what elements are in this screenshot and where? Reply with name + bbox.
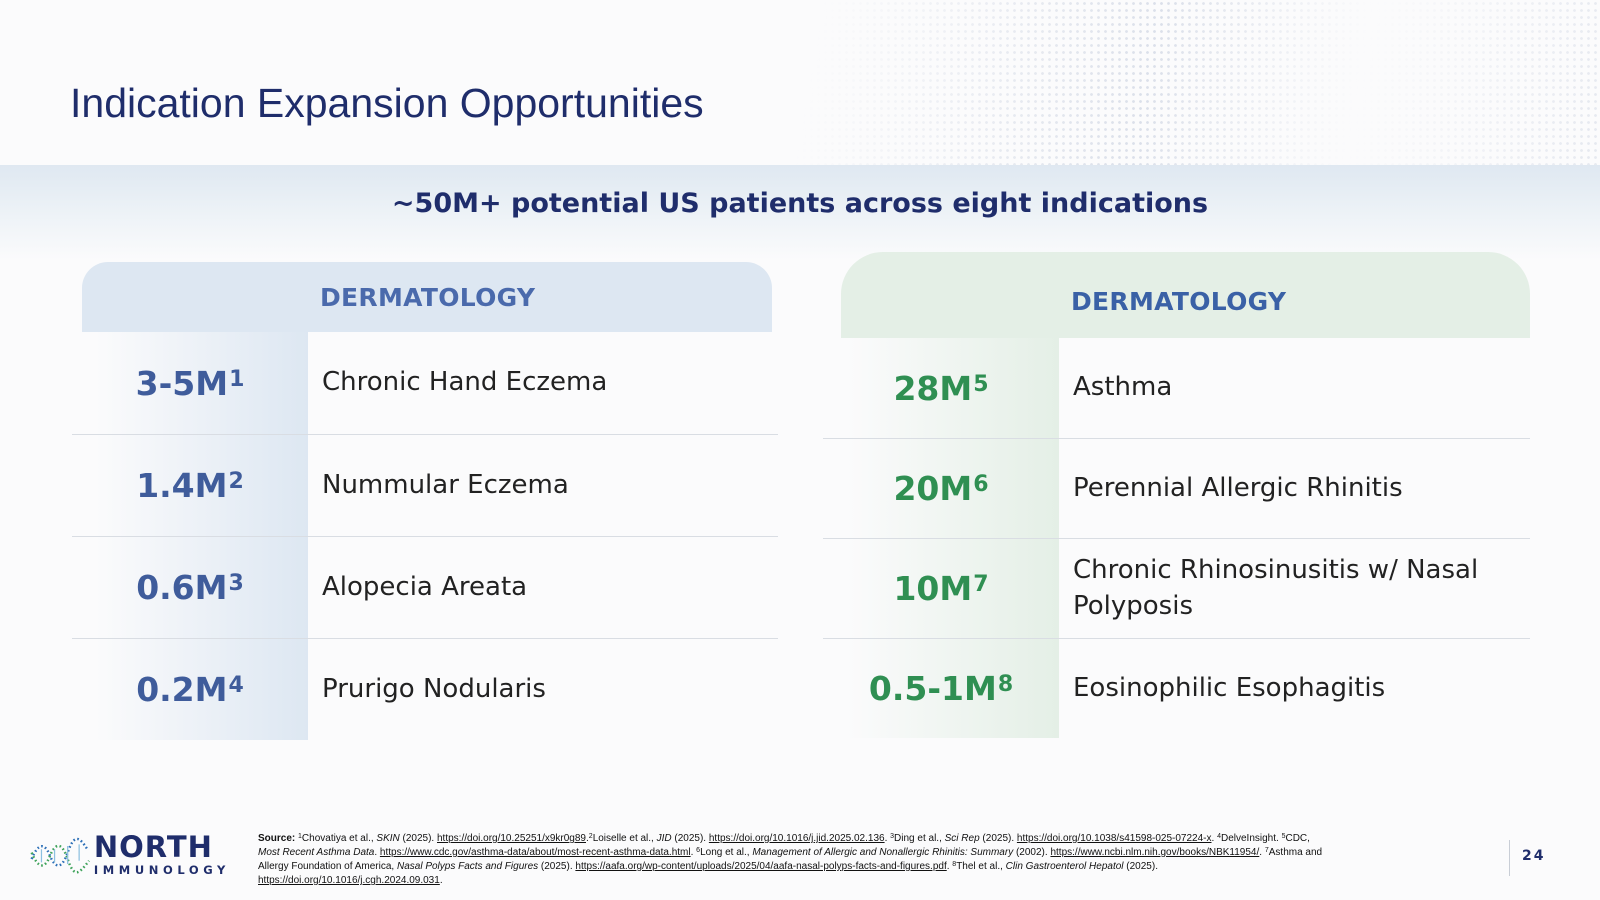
reference-link[interactable]: https://www.cdc.gov/asthma-data/about/mo… <box>379 847 691 858</box>
subtitle-band <box>0 165 1600 260</box>
indication-row: 3-5M 1 Chronic Hand Eczema <box>72 332 778 434</box>
indication-name: Eosinophilic Esophagitis <box>1059 639 1530 738</box>
patient-count: 0.2M 4 <box>72 639 308 740</box>
indication-name: Prurigo Nodularis <box>308 639 778 740</box>
page-number: 24 <box>1522 848 1546 864</box>
decorative-dot-pattern <box>780 0 1600 170</box>
footnote-ref: 3 <box>228 571 244 596</box>
indication-name: Asthma <box>1059 338 1530 438</box>
patient-count: 1.4M 2 <box>72 435 308 536</box>
footnote-ref: 5 <box>973 371 989 397</box>
page-number-divider <box>1509 840 1510 876</box>
indication-row: 0.6M 3 Alopecia Areata <box>72 536 778 638</box>
patient-count: 0.5-1M 8 <box>823 639 1059 738</box>
reference-link[interactable]: https://doi.org/10.25251/x9kr0g89 <box>437 833 586 844</box>
footnote-ref: 1 <box>229 366 245 392</box>
helix-logo-icon <box>30 837 90 874</box>
indication-list: 3-5M 1 Chronic Hand Eczema 1.4M 2 Nummular… <box>72 332 778 740</box>
footnote-ref: 8 <box>997 672 1014 697</box>
logo-tagline: IMMUNOLOGY <box>93 863 230 878</box>
reference-link[interactable]: https://doi.org/10.1016/j.cgh.2024.09.03… <box>258 875 440 886</box>
footnote-ref: 7 <box>973 572 989 597</box>
indication-name: Chronic Rhinosinusitis w/ Nasal Polyposi… <box>1059 539 1530 638</box>
footnote-ref: 2 <box>228 469 244 494</box>
reference-link[interactable]: https://doi.org/10.1038/s41598-025-07224… <box>1016 833 1212 844</box>
indication-row: 10M 7 Chronic Rhinosinusitis w/ Nasal Pol… <box>823 538 1530 638</box>
source-footnote: Source: 1Chovatiya et al., SKIN (2025). … <box>258 833 1323 886</box>
footnote-ref: 6 <box>973 472 989 497</box>
indication-name: Chronic Hand Eczema <box>308 332 778 434</box>
indication-name: Nummular Eczema <box>308 435 778 536</box>
patient-count: 0.6M 3 <box>72 537 308 638</box>
patient-count: 20M 6 <box>823 439 1059 538</box>
footnote-ref: 4 <box>228 673 244 698</box>
indication-name: Perennial Allergic Rhinitis <box>1059 439 1530 538</box>
reference-link[interactable]: https://doi.org/10.1016/j.jid.2025.02.13… <box>708 833 885 844</box>
patient-count: 10M 7 <box>823 539 1059 638</box>
indication-row: 0.2M 4 Prurigo Nodularis <box>72 638 778 740</box>
subtitle: ~50M+ potential US patients across eight… <box>391 188 1209 219</box>
indication-row: 1.4M 2 Nummular Eczema <box>72 434 778 536</box>
indication-row: 0.5-1M 8 Eosinophilic Esophagitis <box>823 638 1530 738</box>
patient-count: 28M 5 <box>823 338 1059 438</box>
reference-link[interactable]: https://aafa.org/wp-content/uploads/2025… <box>575 861 947 872</box>
page-title: Indication Expansion Opportunities <box>70 80 704 126</box>
indication-row: 28M 5 Asthma <box>823 338 1530 438</box>
dermatology-panel: DERMATOLOGY 3-5M 1 Chronic Hand Eczema 1.… <box>72 262 778 740</box>
patient-count: 3-5M 1 <box>72 332 308 434</box>
indication-list: 28M 5 Asthma 20M 6 Perennial Allergic Rhin… <box>823 338 1530 738</box>
panel-header: DERMATOLOGY <box>841 252 1530 338</box>
indication-row: 20M 6 Perennial Allergic Rhinitis <box>823 438 1530 538</box>
indication-name: Alopecia Areata <box>308 537 778 638</box>
respiratory-panel: DERMATOLOGY 28M 5 Asthma 20M 6 Perennial A… <box>823 252 1530 738</box>
logo-wordmark: NORTH <box>93 830 213 865</box>
reference-link[interactable]: https://www.ncbi.nlm.nih.gov/books/NBK11… <box>1050 847 1260 858</box>
company-logo: NORTH IMMUNOLOGY <box>30 830 230 880</box>
panel-header: DERMATOLOGY <box>82 262 772 332</box>
